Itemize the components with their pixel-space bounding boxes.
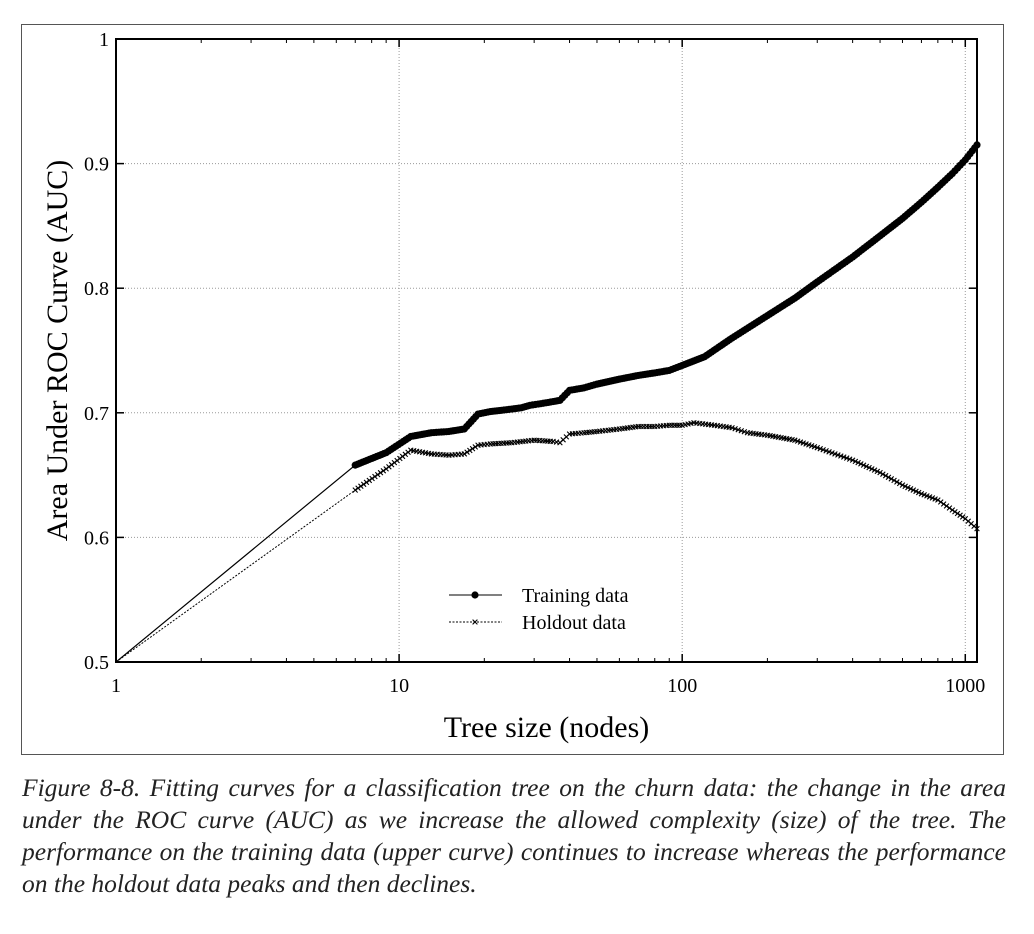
data-point xyxy=(820,446,826,453)
legend-marker xyxy=(471,591,479,599)
data-point xyxy=(838,453,844,459)
data-point xyxy=(360,481,367,488)
data-point xyxy=(940,501,947,507)
legend-label: Training data xyxy=(522,585,629,607)
data-point xyxy=(843,455,850,461)
data-point xyxy=(894,479,900,485)
data-point xyxy=(461,451,468,457)
figure-frame: 0.5 0.6 0.7 0.8 0.9 1 1 10 100 1000 Training data… xyxy=(21,24,1004,755)
data-point xyxy=(891,477,897,484)
data-point xyxy=(814,444,821,451)
data-point xyxy=(954,510,961,517)
data-point xyxy=(860,462,867,468)
legend-marker xyxy=(472,619,478,625)
legend: Training data Holdout data xyxy=(449,585,629,634)
data-point xyxy=(935,497,941,503)
data-point xyxy=(829,450,835,456)
y-axis-title: Area Under ROC Curve (AUC) xyxy=(41,160,74,542)
data-point xyxy=(874,468,881,475)
data-point xyxy=(469,445,476,452)
legend-label: Holdout data xyxy=(522,612,626,634)
data-point xyxy=(952,508,958,515)
auc-chart: 0.5 0.6 0.7 0.8 0.9 1 1 10 100 1000 Training data… xyxy=(41,29,985,744)
data-point xyxy=(871,467,878,473)
series-holdout-data xyxy=(115,419,980,663)
grid xyxy=(116,39,977,662)
data-point xyxy=(846,456,853,462)
y-tick-label: 1 xyxy=(99,29,109,51)
data-point xyxy=(943,503,950,509)
data-point xyxy=(957,512,963,519)
data-point xyxy=(973,141,981,149)
data-point xyxy=(974,525,980,532)
series xyxy=(115,141,981,663)
x-tick-label: 10 xyxy=(389,675,409,697)
data-point xyxy=(826,449,832,455)
data-point xyxy=(374,471,381,478)
x-axis-title: Tree size (nodes) xyxy=(444,711,650,744)
data-point xyxy=(852,458,859,465)
data-point xyxy=(355,485,361,491)
data-point xyxy=(732,425,738,432)
data-point xyxy=(885,474,892,481)
data-point xyxy=(896,480,903,487)
y-tick-label: 0.8 xyxy=(84,278,109,300)
data-point xyxy=(880,471,886,477)
data-point xyxy=(472,444,479,450)
data-point xyxy=(735,426,741,433)
data-point xyxy=(467,447,473,454)
data-point xyxy=(937,499,944,505)
plot-area xyxy=(115,38,978,663)
data-point xyxy=(738,427,745,434)
data-point xyxy=(369,475,375,482)
x-tick-label: 100 xyxy=(667,675,697,697)
data-point xyxy=(882,472,889,479)
y-tick-label: 0.9 xyxy=(84,154,109,176)
data-point xyxy=(464,449,470,455)
x-tick-label: 1 xyxy=(111,675,121,697)
data-point xyxy=(372,473,378,480)
data-point xyxy=(377,469,384,476)
data-point xyxy=(380,468,387,474)
data-point xyxy=(858,461,864,467)
legend-item: Holdout data xyxy=(449,612,626,634)
data-point xyxy=(949,507,956,513)
legend-item: Training data xyxy=(449,585,629,607)
y-tick-label: 0.5 xyxy=(84,652,109,674)
data-point xyxy=(959,514,966,520)
data-point xyxy=(358,483,364,489)
figure-caption: Figure 8-8. Fitting curves for a classif… xyxy=(22,773,1006,898)
x-tick-label: 1000 xyxy=(945,675,985,697)
axis-ticks: 0.5 0.6 0.7 0.8 0.9 1 1 10 100 1000 xyxy=(84,29,985,697)
data-point xyxy=(363,479,370,486)
data-point xyxy=(849,457,856,463)
data-point xyxy=(835,452,841,458)
data-point xyxy=(366,477,373,484)
data-point xyxy=(946,505,953,511)
data-point xyxy=(888,476,895,482)
series-training-data xyxy=(115,141,981,663)
data-point xyxy=(877,469,883,476)
data-point xyxy=(840,454,847,460)
y-tick-label: 0.6 xyxy=(84,527,109,549)
data-point xyxy=(729,424,735,431)
data-point xyxy=(869,466,875,472)
data-point xyxy=(866,464,872,471)
data-point xyxy=(832,451,838,457)
y-tick-label: 0.7 xyxy=(84,403,109,425)
data-point xyxy=(863,463,870,470)
data-point xyxy=(823,448,829,454)
data-point xyxy=(352,487,359,493)
data-point xyxy=(855,459,861,466)
data-point xyxy=(817,445,823,452)
data-point xyxy=(741,428,748,435)
